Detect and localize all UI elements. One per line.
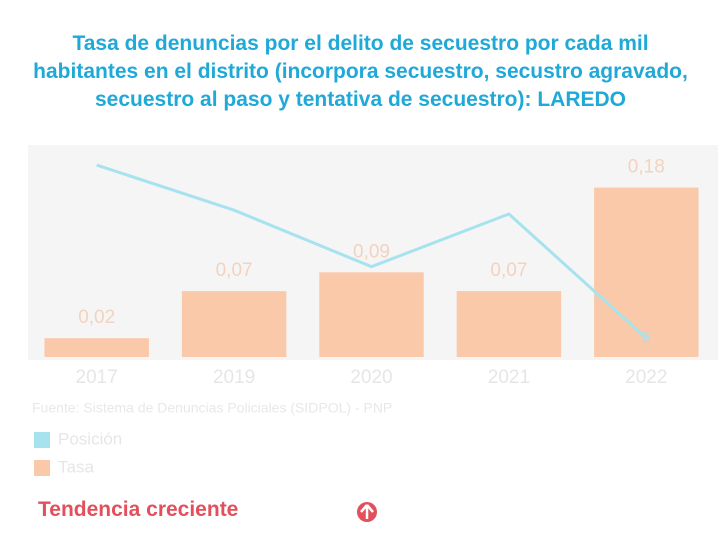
trend-arrow xyxy=(360,504,374,519)
legend-swatch xyxy=(34,460,50,476)
legend-label: Tasa xyxy=(58,457,94,476)
bar xyxy=(44,338,149,357)
x-tick-label: 2021 xyxy=(488,367,530,388)
x-tick-label: 2019 xyxy=(213,367,255,388)
point-label: 5 xyxy=(642,329,651,346)
data-label: 0,18 xyxy=(628,157,665,178)
bar xyxy=(594,187,699,357)
bar xyxy=(319,272,424,357)
x-tick-label: 2017 xyxy=(76,367,118,388)
x-tick-label: 2020 xyxy=(350,367,392,388)
legend-swatch xyxy=(34,432,50,448)
trend-label: Tendencia creciente xyxy=(38,498,239,521)
chart-title: Tasa de denuncias por el delito de secue… xyxy=(33,32,688,111)
line xyxy=(96,163,648,340)
data-label: 0,07 xyxy=(490,260,527,281)
bar xyxy=(456,291,562,357)
data-label: 0,07 xyxy=(216,260,253,281)
legend-label: Posición xyxy=(58,429,122,448)
data-label: 0,02 xyxy=(78,307,115,328)
bar xyxy=(181,291,287,357)
source: Fuente: Sistema de Denuncias Policiales … xyxy=(32,400,392,416)
data-label: 0,09 xyxy=(353,241,390,262)
trend-text: Tendencia creciente xyxy=(38,498,238,522)
x-tick-label: 2022 xyxy=(625,367,667,388)
